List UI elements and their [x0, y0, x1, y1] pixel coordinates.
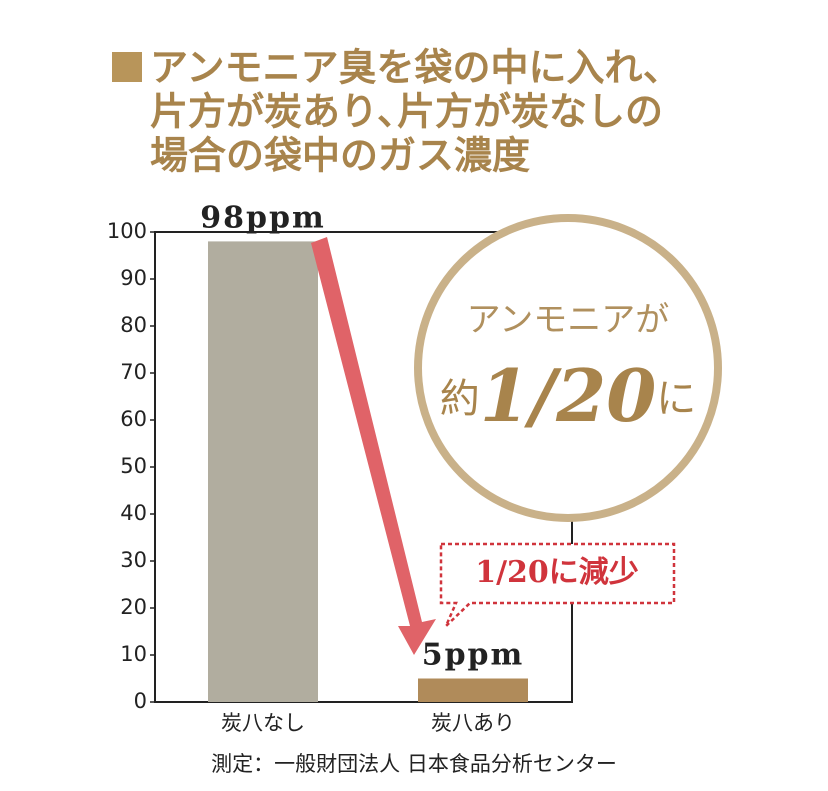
circle-text: 約1/20に — [440, 353, 697, 438]
y-tick-label: 100 — [107, 219, 147, 243]
value-label: 98ppm — [200, 200, 325, 235]
plot: 0 10 20 30 40 50 60 70 80 90 100 98ppm 炭八なし 5ppm 炭八あり — [107, 200, 573, 735]
x-tick-label: 炭八なし — [221, 711, 305, 735]
circle-prefix: 約 — [440, 376, 480, 422]
value-label: 5ppm — [422, 638, 525, 673]
x-tick-label: 炭八あり — [431, 711, 515, 735]
y-tick-label: 50 — [120, 454, 147, 478]
y-tick-label: 60 — [120, 407, 147, 431]
y-tick-label: 10 — [120, 642, 147, 666]
y-tick-label: 0 — [134, 689, 147, 713]
y-tick-label: 20 — [120, 595, 147, 619]
title-marker — [112, 52, 142, 82]
y-tick-label: 70 — [120, 360, 147, 384]
callout-box — [439, 542, 676, 627]
decrease-arrow — [311, 237, 436, 655]
highlight-circle — [414, 214, 722, 522]
bar — [418, 678, 528, 702]
title-line: 場合の袋中のガス濃度 — [150, 134, 530, 178]
title-line: アンモニア臭を袋の中に入れ、 — [150, 46, 681, 90]
y-tick-label: 90 — [120, 266, 147, 290]
circle-text: アンモニアが — [467, 300, 670, 340]
y-tick-label: 80 — [120, 313, 147, 337]
source: 測定：一般財団法人 日本食品分析センター — [211, 752, 617, 776]
title-line: 片方が炭あり､片方が炭なしの — [150, 90, 663, 134]
circle-emphasis: 1/20 — [480, 353, 657, 438]
y-tick-label: 40 — [120, 501, 147, 525]
callout-text: 1/20に減少 — [475, 555, 639, 590]
y-tick-label: 30 — [120, 548, 147, 572]
circle-suffix: に — [656, 376, 696, 422]
bar — [208, 241, 318, 702]
